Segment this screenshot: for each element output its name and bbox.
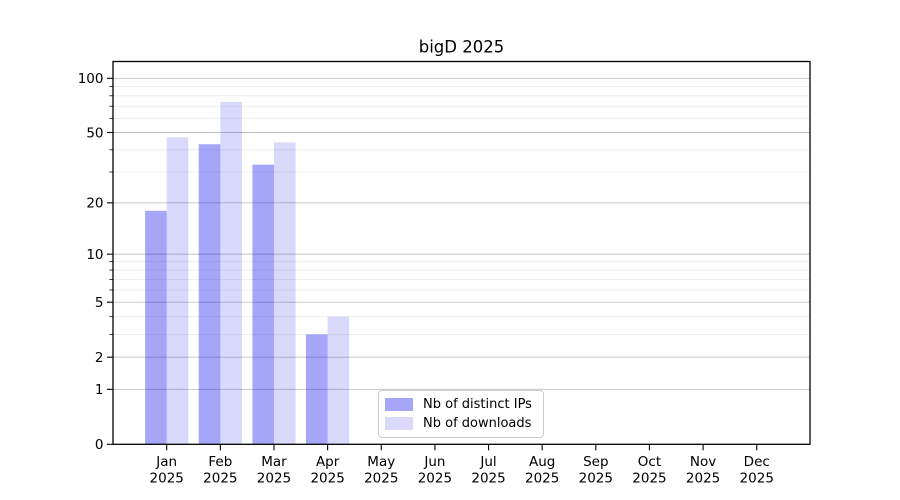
legend-label-distinct-ips: Nb of distinct IPs [423,397,532,413]
x-tick-label-month: Jul [479,454,496,470]
legend-swatch-distinct-ips [385,398,413,412]
x-tick-label-year: 2025 [686,471,720,487]
x-tick-label-year: 2025 [525,471,559,487]
y-tick-label: 5 [95,295,104,311]
plot-frame [112,60,811,445]
bar-mar-distinct-ips [252,164,274,445]
x-tick-label-month: Feb [208,454,232,470]
x-tick-label-year: 2025 [418,471,452,487]
x-tick-label-year: 2025 [364,471,398,487]
legend-label-downloads: Nb of downloads [423,415,532,431]
bar-apr-downloads [327,316,350,445]
plot-area: 0125102050100Jan2025Feb2025Mar2025Apr202… [78,60,811,487]
bar-apr-distinct-ips [306,334,328,445]
y-tick-label: 20 [86,196,103,212]
bar-feb-distinct-ips [198,144,221,445]
x-tick-label-year: 2025 [579,471,613,487]
x-tick-label-year: 2025 [632,471,666,487]
bar-mar-downloads [273,142,296,445]
x-tick-label-year: 2025 [203,471,237,487]
x-tick-label-year: 2025 [310,471,344,487]
bar-jan-distinct-ips [145,210,167,445]
legend-swatch-downloads [385,416,413,430]
x-tick-label-month: Jan [155,454,177,470]
x-tick-label-year: 2025 [150,471,184,487]
y-tick-label: 100 [78,71,104,87]
x-tick-label-month: Oct [638,454,661,470]
y-tick-label: 50 [86,125,103,141]
x-tick-label-year: 2025 [471,471,505,487]
x-tick-label-year: 2025 [740,471,774,487]
y-tick-label: 2 [95,350,104,366]
x-tick-label-month: May [367,454,395,470]
x-tick-label-month: Apr [316,454,340,470]
x-tick-label-month: Jun [423,454,445,470]
y-tick-label: 10 [86,247,103,263]
legend-item-distinct-ips: Nb of distinct IPs [385,397,537,413]
legend: Nb of distinct IPs Nb of downloads [378,390,544,438]
y-tick-label: 1 [95,382,104,398]
x-tick-label-month: Sep [583,454,608,470]
y-tick-label: 0 [95,437,104,453]
x-tick-label-year: 2025 [257,471,291,487]
legend-item-downloads: Nb of downloads [385,415,537,431]
x-tick-label-month: Aug [529,454,555,470]
bar-feb-downloads [220,101,242,445]
x-tick-label-month: Mar [261,454,287,470]
chart-title: bigD 2025 [419,38,504,57]
bar-jan-downloads [166,137,189,445]
x-tick-label-month: Nov [690,454,716,470]
x-tick-label-month: Dec [744,454,770,470]
